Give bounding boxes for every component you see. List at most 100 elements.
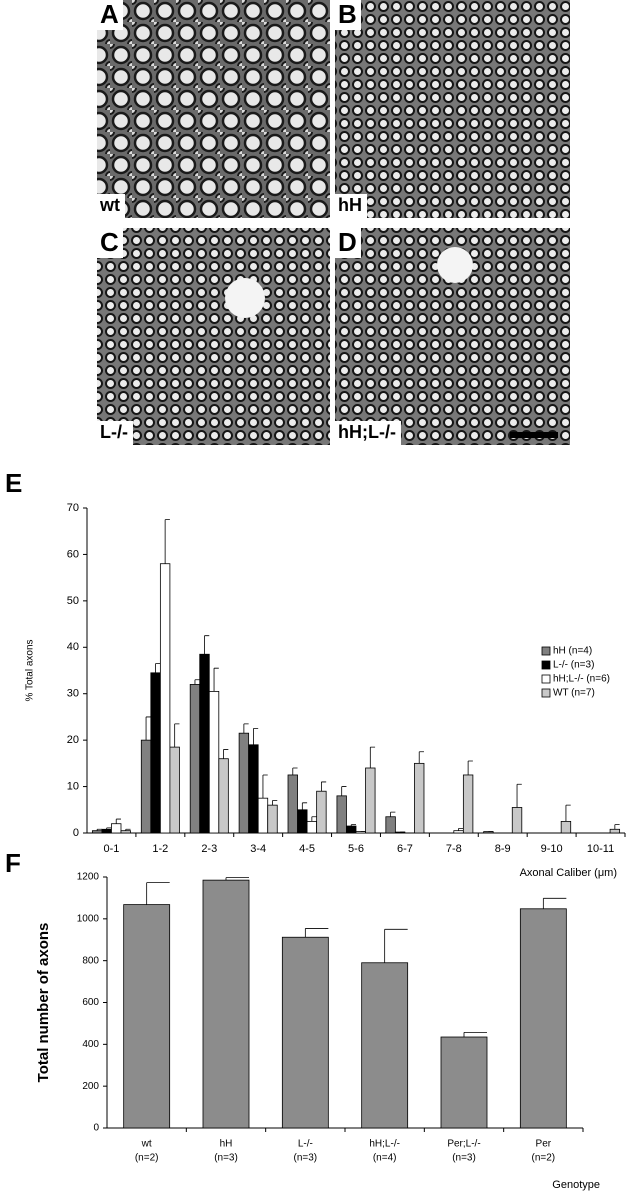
error-bar	[369, 746, 376, 768]
chart: F 0 200 400 600 800 1000 1200 wt (n=2) hH (n=3) L-/-…	[5, 848, 600, 1191]
panel-genotype-bg	[335, 194, 367, 218]
y-tick-label: 0	[73, 827, 79, 839]
error-bar	[155, 663, 161, 673]
panel-letter: A	[100, 0, 119, 29]
bar	[159, 563, 171, 834]
panel-letter-bg	[335, 228, 361, 258]
bar	[462, 774, 474, 834]
bar	[365, 767, 376, 834]
bar	[140, 739, 152, 834]
micrographs	[97, 0, 570, 445]
error-bar	[223, 749, 229, 759]
y-tick-label: 800	[82, 955, 99, 966]
x-tick-note: (n=4)	[373, 1153, 397, 1164]
legend-swatch	[541, 688, 551, 698]
x-tick-label: 10-11	[587, 843, 614, 855]
panel-letter: C	[100, 227, 119, 257]
panel-letter-bg	[335, 0, 361, 30]
x-tick-label: Per;L-/-	[447, 1139, 480, 1150]
y-tick-label: 10	[67, 780, 79, 792]
bar	[111, 823, 122, 834]
error-bar	[204, 635, 210, 655]
y-tick-label: 70	[67, 502, 79, 514]
bar	[208, 690, 220, 834]
bar	[609, 828, 621, 834]
x-tick-label: hH;L-/-	[369, 1139, 400, 1150]
y-tick-label: 200	[82, 1081, 99, 1092]
error-bar	[311, 816, 317, 822]
error-bar	[292, 767, 298, 775]
panel-genotype: hH	[338, 195, 362, 215]
error-bar	[253, 728, 259, 745]
x-tick-label: 1-2	[152, 843, 168, 855]
bar	[120, 830, 131, 834]
panel-letter-bg	[97, 228, 123, 258]
y-tick-label: 600	[82, 997, 99, 1008]
error-bar	[390, 811, 396, 817]
error-bar	[458, 827, 464, 831]
x-tick-label: wt	[141, 1139, 152, 1150]
micrograph	[335, 0, 570, 218]
error-bar	[304, 928, 329, 938]
x-tick-note: (n=3)	[214, 1153, 238, 1164]
bar	[202, 879, 250, 1129]
bar	[91, 830, 103, 834]
panel-genotype: hH;L-/-	[338, 422, 396, 442]
panel-genotype: wt	[99, 195, 120, 215]
bar	[238, 732, 250, 834]
x-tick-label: 7-8	[446, 843, 462, 855]
error-bar	[542, 897, 567, 909]
chart: E 0 10 20 30 40 50 60 70 0-1 1-2 2-3 3-4 4-5 5-6 6-7 7-8…	[5, 468, 626, 879]
error-bar	[146, 882, 170, 905]
bar	[385, 816, 396, 834]
x-axis-label: Axonal Caliber (μm)	[520, 867, 617, 879]
bar	[316, 790, 327, 834]
y-tick-label: 40	[67, 641, 79, 653]
bar	[199, 653, 210, 834]
error-bar	[320, 781, 327, 792]
bar	[248, 744, 259, 834]
y-tick-label: 20	[67, 734, 79, 746]
x-tick-label: 9-10	[541, 843, 563, 855]
error-bar	[418, 751, 424, 764]
error-bar	[463, 1032, 488, 1038]
bar	[123, 904, 171, 1129]
y-tick-label: 30	[67, 688, 79, 700]
x-tick-note: (n=3)	[294, 1153, 318, 1164]
legend-label: hH;L-/- (n=6)	[553, 674, 610, 685]
y-tick-label: 50	[67, 595, 79, 607]
error-bar	[565, 804, 571, 822]
x-axis-label: Genotype	[552, 1179, 600, 1191]
x-tick-label: 2-3	[201, 843, 217, 855]
error-bar	[272, 800, 278, 806]
y-tick-label: 1200	[77, 872, 100, 883]
x-tick-note: (n=3)	[452, 1153, 476, 1164]
micrograph-vessel	[225, 278, 265, 318]
y-tick-label: 1000	[77, 913, 100, 924]
error-bar	[301, 802, 308, 810]
x-tick-label: Per	[536, 1139, 552, 1150]
bar	[440, 1036, 488, 1129]
bar	[267, 804, 278, 834]
error-bar	[194, 679, 200, 685]
bar	[169, 746, 180, 834]
error-bar	[614, 824, 620, 830]
bar	[281, 936, 329, 1129]
bar	[218, 758, 229, 834]
bar	[287, 774, 298, 834]
error-bar	[115, 818, 121, 824]
micrograph	[97, 0, 330, 218]
error-bar	[174, 723, 180, 748]
legend-swatch	[541, 674, 551, 684]
panel-letter: F	[5, 848, 21, 878]
bar	[189, 684, 201, 834]
error-bar	[96, 828, 102, 831]
error-bar	[243, 723, 249, 734]
x-tick-note: (n=2)	[135, 1153, 159, 1164]
bar	[297, 809, 308, 834]
error-bar	[384, 928, 408, 963]
bar	[101, 828, 112, 834]
bar	[336, 795, 347, 834]
error-bar	[213, 667, 219, 692]
x-tick-label: 4-5	[299, 843, 315, 855]
